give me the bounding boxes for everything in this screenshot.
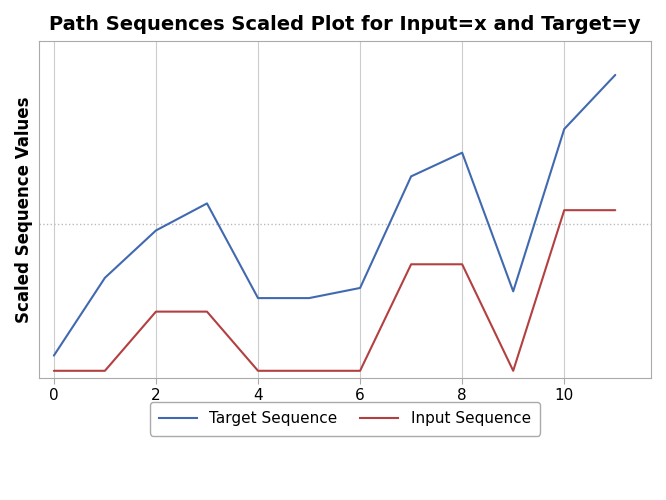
X-axis label: Path Index: Path Index xyxy=(295,408,395,426)
Y-axis label: Scaled Sequence Values: Scaled Sequence Values xyxy=(15,96,33,322)
Legend: Target Sequence, Input Sequence: Target Sequence, Input Sequence xyxy=(150,402,540,436)
Title: Path Sequences Scaled Plot for Input=x and Target=y: Path Sequences Scaled Plot for Input=x a… xyxy=(49,15,641,34)
